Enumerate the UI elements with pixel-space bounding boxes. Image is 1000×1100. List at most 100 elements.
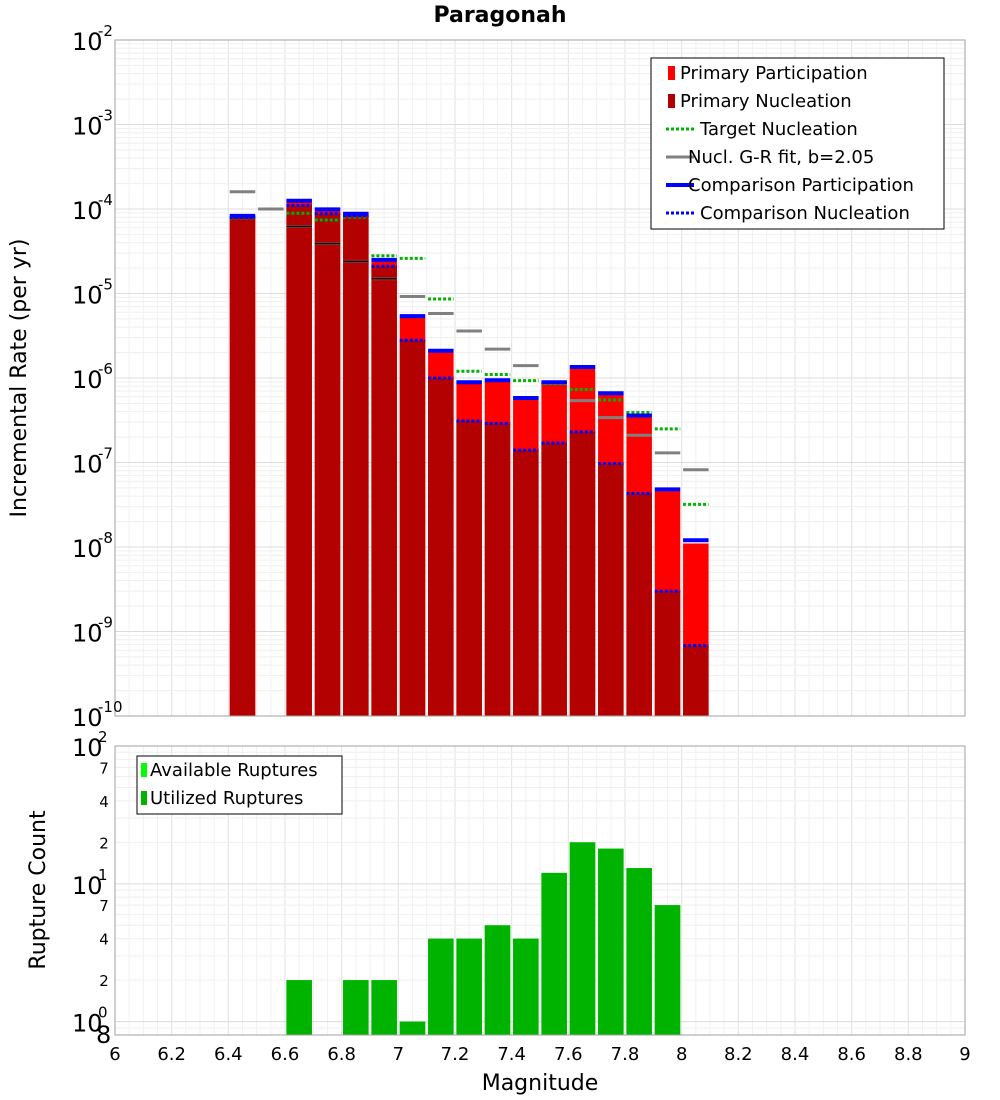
legend-label: Primary Participation: [680, 63, 868, 84]
y-tick-label: 10: [72, 620, 103, 648]
x-tick-label: 7.2: [441, 1044, 470, 1065]
y-tick-exponent: -4: [98, 191, 113, 209]
nucleation-bar: [428, 378, 454, 716]
y-tick-label: 10: [72, 282, 103, 310]
top-grid: [114, 40, 966, 717]
top-bars: [229, 200, 709, 717]
bottom-y-axis-label: Rupture Count: [26, 810, 51, 970]
x-tick-label: 9: [959, 1044, 970, 1065]
bottom-plot-frame: [114, 745, 966, 1036]
x-tick-label: 7: [393, 1044, 404, 1065]
utilized-ruptures-bar: [484, 925, 511, 1035]
utilized-ruptures-bar: [541, 872, 567, 1035]
nucleation-bar: [569, 431, 596, 716]
utilized-ruptures-bar: [399, 1021, 426, 1035]
legend-swatch: [668, 66, 675, 80]
y-tick-label: 10: [72, 1010, 103, 1038]
utilized-ruptures-bar: [456, 938, 482, 1035]
y-tick-label: 10: [72, 28, 103, 56]
y-tick-exponent: -5: [98, 276, 113, 294]
x-tick-label: 8.4: [781, 1044, 810, 1065]
legend-swatch: [141, 791, 147, 805]
y-tick-label: 10: [72, 197, 103, 225]
y-tick-label: 10: [72, 872, 103, 900]
utilized-ruptures-bar: [569, 842, 596, 1035]
y-tick-exponent: 1: [98, 866, 108, 884]
legend-label: Primary Nucleation: [680, 91, 852, 112]
y-tick-minor-label: 7: [99, 897, 109, 915]
legend-label: Target Nucleation: [699, 119, 858, 140]
y-tick-label: 10: [72, 366, 103, 394]
nucleation-bar: [513, 450, 539, 716]
legend-label: Comparison Participation: [688, 175, 914, 196]
nucleation-bar: [371, 266, 397, 716]
utilized-ruptures-bar: [286, 980, 312, 1035]
nucleation-bar: [456, 420, 482, 716]
x-tick-label: 7.8: [611, 1044, 640, 1065]
bottom-grid: [114, 746, 966, 1035]
x-tick-label: 8: [676, 1044, 687, 1065]
y-tick-exponent: -3: [98, 107, 113, 125]
y-tick-exponent: -10: [98, 698, 123, 716]
y-tick-label: 10: [72, 451, 103, 479]
bottom-legend: Available Ruptures Utilized Ruptures: [136, 755, 343, 815]
x-tick-label: 6.2: [157, 1044, 186, 1065]
nucleation-bar: [229, 217, 256, 716]
y-tick-label: 10: [72, 734, 103, 762]
x-tick-label: 8.6: [837, 1044, 866, 1065]
legend-label: Utilized Ruptures: [150, 788, 303, 809]
nucleation-bar: [541, 443, 567, 716]
bottom-legend-box: [136, 755, 343, 815]
utilized-ruptures-bar: [513, 938, 539, 1035]
utilized-ruptures-bar: [428, 938, 454, 1035]
utilized-ruptures-bar: [343, 980, 369, 1035]
nucleation-bar: [343, 215, 369, 717]
legend-swatch: [141, 763, 147, 777]
y-tick-exponent: -6: [98, 360, 113, 378]
nucleation-bar: [626, 493, 652, 716]
y-tick-minor-label: 2: [99, 972, 109, 990]
y-tick-exponent: -9: [98, 614, 113, 632]
y-tick-minor-label: 4: [99, 793, 109, 811]
y-tick-exponent: -2: [98, 22, 113, 40]
nucleation-bar: [314, 213, 341, 716]
x-tick-label: 6.6: [271, 1044, 300, 1065]
y-tick-exponent: -8: [98, 529, 113, 547]
y-tick-minor-label: 2: [99, 834, 109, 852]
top-legend: Primary Participation Primary Nucleation T…: [650, 57, 945, 230]
y-tick-minor-label: 4: [99, 931, 109, 949]
legend-label: Available Ruptures: [150, 760, 318, 781]
nucleation-bar: [484, 423, 511, 716]
bottom-bars: [286, 842, 681, 1035]
x-tick-label: 6.4: [214, 1044, 243, 1065]
y-tick-minor-label: 8: [96, 1021, 111, 1049]
nucleation-bar: [683, 645, 709, 716]
chart-title: Paragonah: [433, 3, 566, 28]
utilized-ruptures-bar: [626, 868, 652, 1035]
nucleation-bar: [399, 340, 426, 716]
utilized-ruptures-bar: [371, 980, 397, 1035]
y-tick-exponent: 0: [98, 1004, 108, 1022]
y-tick-label: 10: [72, 113, 103, 141]
legend-label: Comparison Nucleation: [700, 203, 910, 224]
x-axis-label: Magnitude: [482, 1071, 599, 1096]
legend-label: Nucl. G-R fit, b=2.05: [688, 147, 874, 168]
nucleation-bar: [598, 463, 624, 716]
top-lines: [229, 190, 709, 648]
top-plot-frame: [114, 39, 966, 717]
nucleation-bar: [286, 205, 312, 716]
x-tick-label: 8.2: [724, 1044, 753, 1065]
utilized-ruptures-bar: [598, 848, 624, 1035]
y-tick-exponent: 2: [98, 728, 108, 746]
y-tick-label: 10: [72, 704, 103, 732]
x-tick-labels: 6 6.2 6.4 6.6 6.8 7 7.2 7.4 7.6 7.8 8 8.2 8.4 8.6 8.8 9: [109, 1044, 970, 1065]
x-tick-label: 7.6: [554, 1044, 583, 1065]
x-tick-label: 7.4: [497, 1044, 526, 1065]
y-tick-minor-label: 7: [99, 759, 109, 777]
nucleation-bar: [654, 591, 681, 716]
top-y-axis-label: Incremental Rate (per yr): [7, 239, 32, 518]
y-tick-label: 10: [72, 535, 103, 563]
